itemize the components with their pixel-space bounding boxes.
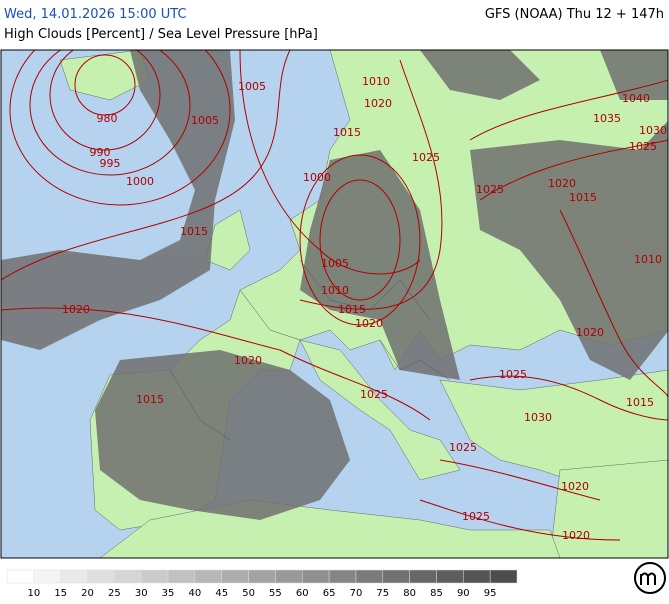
isobar-label: 1020	[234, 354, 262, 367]
legend-swatch	[355, 569, 384, 584]
legend-swatch	[302, 569, 330, 584]
legend-label: 35	[162, 588, 175, 599]
map	[0, 49, 669, 559]
isobar-label: 1005	[321, 257, 349, 270]
legend-swatch	[87, 569, 115, 584]
legend-swatch	[60, 569, 88, 584]
legend-label: 60	[296, 588, 309, 599]
isobar-label: 1000	[126, 175, 154, 188]
legend-label: 50	[242, 588, 255, 599]
legend-label: 85	[430, 588, 443, 599]
legend-swatch	[6, 569, 35, 584]
isobar-label: 1020	[561, 480, 589, 493]
isobar-label: 1025	[360, 388, 388, 401]
map-frame	[0, 49, 669, 559]
isobar-label: 990	[90, 146, 111, 159]
isobar-label: 1020	[548, 177, 576, 190]
legend-swatch	[140, 569, 169, 584]
datetime: Wed, 14.01.2026 15:00 UTC	[4, 7, 187, 22]
isobar-label: 1030	[524, 411, 552, 424]
legend-label: 75	[376, 588, 389, 599]
legend-swatch	[33, 569, 61, 584]
logo	[634, 562, 666, 594]
parameter: High Clouds [Percent] / Sea Level Pressu…	[4, 27, 318, 42]
isobar-label: 1025	[449, 441, 477, 454]
borders	[169, 259, 451, 441]
legend-swatch	[221, 569, 249, 584]
legend-label: 95	[484, 588, 497, 599]
isobar-label: 980	[97, 112, 118, 125]
isobar-label: 1010	[634, 253, 662, 266]
isobar-label: 1020	[355, 317, 383, 330]
isobar-label: 1035	[593, 112, 621, 125]
isobar-label: 1020	[62, 303, 90, 316]
legend-label: 70	[350, 588, 363, 599]
isobars	[1, 50, 668, 541]
isobar-label: 1015	[136, 393, 164, 406]
legend-swatch	[489, 569, 518, 584]
isobar-label: 1015	[626, 396, 654, 409]
legend-label: 25	[108, 588, 121, 599]
isobar-label: 1020	[576, 326, 604, 339]
isobar-label: 1025	[412, 151, 440, 164]
legend: 10 15 20 25 30 35 40 45 50 55 60 65 70 75 80 85 90 95	[6, 569, 518, 599]
legend-label: 55	[269, 588, 282, 599]
legend-label: 30	[135, 588, 148, 599]
legend-label: 45	[215, 588, 228, 599]
legend-swatch	[436, 569, 464, 584]
isobar-label: 1040	[622, 92, 650, 105]
legend-label: 40	[189, 588, 202, 599]
isobar-label: 1025	[499, 368, 527, 381]
isobar-label: 1005	[191, 114, 219, 127]
isobar-label: 1015	[569, 191, 597, 204]
isobar-label: 1000	[303, 171, 331, 184]
legend-label: 90	[457, 588, 470, 599]
isobar-label: 1010	[362, 75, 390, 88]
isobar-label: 995	[100, 157, 121, 170]
legend-swatch	[167, 569, 196, 584]
isobar-label: 1025	[462, 510, 490, 523]
isobar-label: 1005	[238, 80, 266, 93]
legend-swatch	[194, 569, 222, 584]
legend-label: 80	[403, 588, 416, 599]
isobar-label: 1030	[639, 124, 667, 137]
legend-label: 10	[27, 588, 40, 599]
isobar-label: 1015	[338, 303, 366, 316]
legend-label: 15	[54, 588, 67, 599]
legend-label: 20	[81, 588, 94, 599]
legend-swatch	[328, 569, 357, 584]
legend-swatch	[248, 569, 276, 584]
isobar-label: 1025	[476, 183, 504, 196]
legend-swatch	[114, 569, 142, 584]
isobar-label: 1025	[629, 140, 657, 153]
legend-swatch	[382, 569, 410, 584]
legend-label: 65	[323, 588, 336, 599]
legend-swatch	[463, 569, 491, 584]
isobar-label: 1010	[321, 284, 349, 297]
isobar-label: 1020	[562, 529, 590, 542]
isobar-label: 1015	[180, 225, 208, 238]
legend-swatch	[275, 569, 303, 584]
isobar-label: 1015	[333, 126, 361, 139]
model-run: GFS (NOAA) Thu 12 + 147h	[485, 7, 664, 22]
isobar-label: 1020	[364, 97, 392, 110]
legend-swatch	[409, 569, 437, 584]
